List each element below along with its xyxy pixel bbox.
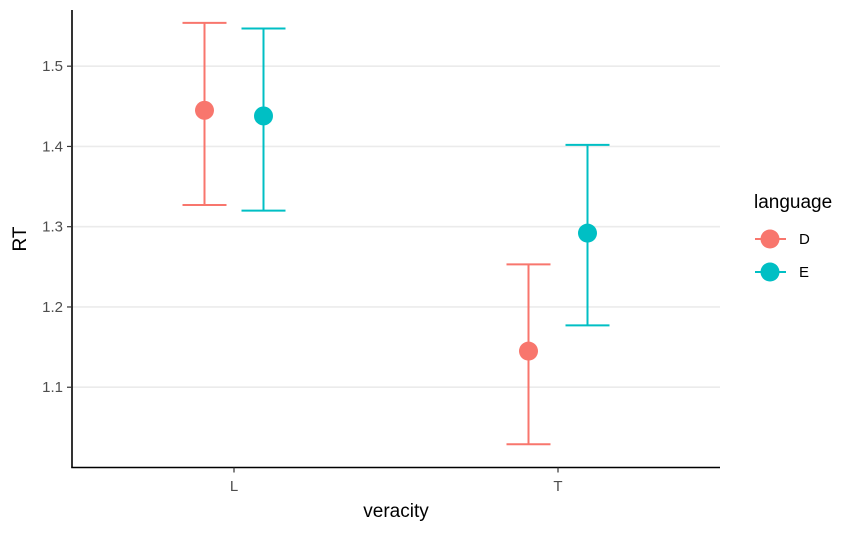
legend-label: D <box>799 231 810 248</box>
y-tick-label: 1.2 <box>42 299 63 316</box>
data-point <box>578 223 597 243</box>
x-axis-title: veracity <box>363 501 429 522</box>
y-tick-label: 1.1 <box>42 379 63 396</box>
series-D <box>182 21 551 446</box>
legend-item-D: D <box>755 229 810 249</box>
series-E <box>241 27 610 327</box>
y-axis-title: RT <box>10 226 31 251</box>
legend-title: language <box>754 192 832 213</box>
x-tick-label: T <box>553 478 562 495</box>
grid-lines <box>72 65 720 389</box>
data-point <box>519 341 538 361</box>
series-layer <box>182 21 610 446</box>
y-tick-label: 1.5 <box>42 58 63 75</box>
legend-key-point <box>760 229 780 249</box>
data-point <box>195 100 214 120</box>
data-point <box>254 106 273 126</box>
y-tick-label: 1.4 <box>42 138 63 155</box>
legend-label: E <box>799 264 809 281</box>
legend-item-E: E <box>755 262 809 282</box>
x-tick-label: L <box>230 478 238 495</box>
legend: language DE <box>754 192 832 282</box>
y-tick-label: 1.3 <box>42 219 63 236</box>
legend-key-point <box>760 262 780 282</box>
legend-items: DE <box>755 229 810 282</box>
y-ticks: 1.1 1.2 1.3 1.4 1.5 <box>42 58 72 396</box>
